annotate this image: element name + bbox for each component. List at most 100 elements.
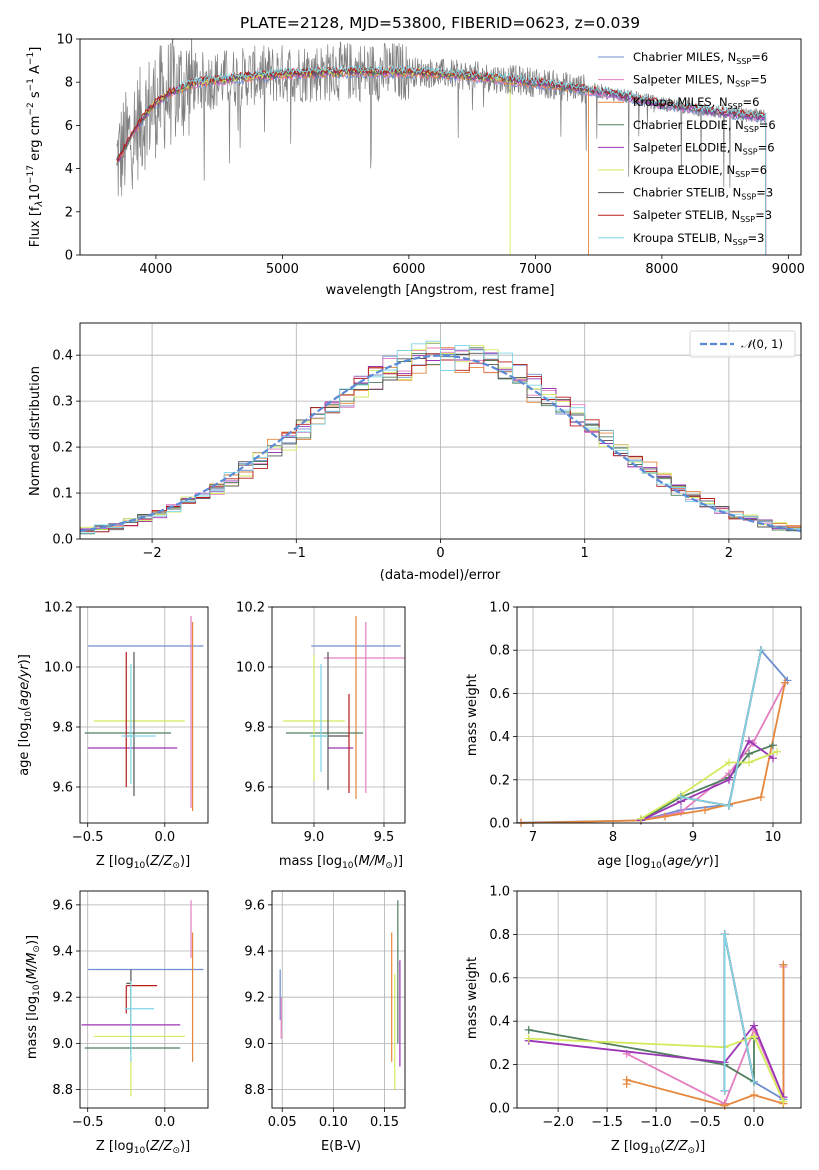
weight_vs_Z-xtick-label: −0.5	[689, 1115, 721, 1130]
weight_vs_Z-ytick-label: 0.0	[489, 1102, 510, 1117]
residuals-ytick-label: 0.1	[52, 487, 73, 502]
residuals-ytick-label: 0.4	[52, 349, 73, 364]
model-spectrum	[174, 64, 767, 255]
weight-point-marker	[781, 678, 789, 687]
weight_vs_age-ytick-label: 0.2	[489, 773, 510, 788]
residuals-xtick-label: −1	[287, 546, 306, 561]
mass-ylabel: mass [log10(M/M⊙)]	[25, 935, 42, 1059]
residuals-frame	[79, 322, 802, 540]
weight_vs_Z-ytick-label: 0.4	[489, 1015, 510, 1030]
legend-label: Salpeter MILES, NSSP=5	[633, 73, 767, 89]
weight-vs-age-ylabel: mass weight	[465, 674, 480, 756]
spectrum-xlabel: wavelength [Angstrom, rest frame]	[326, 283, 555, 298]
gaussian-curve	[79, 354, 802, 532]
spectrum-ytick-label: 10	[56, 33, 73, 48]
spectrum-frame	[79, 38, 802, 256]
weight-point-marker	[745, 758, 753, 767]
weight_vs_age-xtick-label: 7	[529, 830, 537, 845]
legend-label: Chabrier ELODIE, NSSP=6	[633, 118, 776, 134]
weight_vs_age-xtick-label: 10	[765, 830, 782, 845]
weight-point-marker	[749, 1090, 758, 1099]
residuals-xtick-label: 0	[436, 546, 444, 561]
residuals-xtick-label: 1	[581, 546, 589, 561]
age_vs_Z-xtick-label: −0.5	[72, 830, 104, 845]
mass_vs_ebv-ytick-label: 9.0	[244, 1037, 265, 1052]
mass_vs_ebv-frame	[271, 890, 406, 1109]
weight-series-line	[528, 1023, 785, 1098]
weight_vs_Z-ytick-label: 1.0	[489, 885, 510, 900]
weight-point-marker	[725, 801, 733, 810]
mass_vs_ebv-xtick-label: 0.05	[268, 1115, 297, 1130]
weight-point-marker	[769, 754, 777, 763]
weight_vs_age-ytick-label: 0.6	[489, 687, 510, 702]
residuals-ytick-label: 0.0	[52, 533, 73, 548]
age_vs_mass-xtick-label: 9.0	[304, 830, 325, 845]
weight_vs_Z-xtick-label: −1.0	[640, 1115, 672, 1130]
spectrum-ytick-label: 0	[65, 249, 73, 264]
mass_vs_Z-xtick-label: 0.0	[154, 1115, 175, 1130]
age-ylabel: age [log10(age/yr)]	[17, 654, 34, 776]
spectrum-ylabel: Flux [fλ10−17 erg cm−2 s−1 A−1]	[26, 47, 45, 248]
weight-point-marker	[524, 1034, 533, 1043]
mass_vs_ebv-xtick-label: 0.15	[370, 1115, 399, 1130]
weight_vs_Z-xtick-label: −2.0	[542, 1115, 574, 1130]
weight-point-marker	[725, 758, 733, 767]
residual-ylabel: Normed distribution	[28, 366, 43, 496]
age-vs-mass-plot: 9.0 9.5 9.6 9.8 10.0 10.2	[236, 601, 406, 845]
mass_vs_Z-ytick-label: 8.8	[52, 1083, 73, 1098]
weight-point-marker	[725, 775, 733, 784]
weight-point-marker	[773, 747, 781, 756]
weight-point-marker	[745, 749, 753, 758]
weight-point-marker	[677, 808, 685, 817]
legend-label: Salpeter STELIB, NSSP=3	[633, 208, 772, 224]
mass_vs_ebv-ytick-label: 8.8	[244, 1083, 265, 1098]
weight-series-line	[528, 1035, 785, 1102]
residual-histogram	[80, 340, 801, 534]
residuals-xtick-label: 2	[725, 546, 733, 561]
weight-point-marker	[720, 930, 729, 939]
weight-vs-age-plot: 7 8 9 10 0.0 0.2 0.4 0.6 0.8 1.0	[489, 601, 802, 845]
weight-point-marker	[701, 806, 709, 815]
weight-vs-metallicity-ylabel: mass weight	[465, 957, 480, 1039]
legend-label: Chabrier MILES, NSSP=6	[633, 50, 768, 66]
spectrum-xtick-label: 4000	[139, 262, 172, 277]
weight-series-line	[528, 1029, 755, 1084]
mass-vs-metallicity-panel: −0.5 0.0 8.8 9.0 9.2 9.4 9.6 Z [log10(Z/Z⊙)] m…	[25, 890, 209, 1156]
mass_vs_ebv-ytick-label: 9.4	[244, 945, 265, 960]
mass-vs-metallicity-xlabel: Z [log10(Z/Z⊙)]	[96, 1139, 190, 1156]
mass_vs_ebv-ytick-label: 9.6	[244, 898, 265, 913]
weight-point-marker	[749, 1021, 758, 1030]
mass_vs_Z-xtick-label: −0.5	[72, 1115, 104, 1130]
spectrum-plot: 4000 5000 6000 7000 8000 9000 0 2 4 6 8 10	[56, 33, 805, 278]
weight_vs_age-xtick-label: 9	[689, 830, 697, 845]
spectrum-ytick-label: 4	[65, 162, 73, 177]
residual-xlabel: (data-model)/error	[380, 568, 501, 583]
spectrum-ytick-label: 6	[65, 119, 73, 134]
residual-legend-box	[689, 330, 796, 358]
legend-label: Chabrier STELIB, NSSP=3	[633, 186, 773, 202]
age_vs_Z-frame	[79, 606, 209, 824]
weight-point-marker	[720, 1101, 729, 1110]
spectrum-xtick-label: 8000	[645, 262, 678, 277]
spectrum-xtick-label: 5000	[266, 262, 299, 277]
weight-vs-age-panel: 7 8 9 10 0.0 0.2 0.4 0.6 0.8 1.0 age [log10(age/y…	[465, 601, 802, 871]
mass-vs-ebv-panel: 0.05 0.10 0.15 8.8 9.0 9.2 9.4 9.6 E(B-V)	[244, 890, 406, 1154]
weight-point-marker	[661, 812, 669, 821]
weight_vs_Z-ytick-label: 0.8	[489, 928, 510, 943]
age_vs_mass-frame	[271, 606, 406, 824]
weight-vs-metallicity-panel: −2.0 −1.5 −1.0 −0.5 0.0 0.0 0.2 0.4 0.6 0.8 1.0 Z …	[465, 885, 802, 1156]
weight-point-marker	[745, 736, 753, 745]
residual-legend: 𝒩(0, 1)	[689, 330, 796, 358]
legend-label: Salpeter ELODIE, NSSP=6	[633, 140, 775, 156]
gaussian-legend-label: 𝒩(0, 1)	[741, 337, 783, 351]
weight_vs_Z-ytick-label: 0.2	[489, 1058, 510, 1073]
weight-vs-age-xlabel: age [log10(age/yr)]	[597, 854, 719, 871]
spectrum-xtick-label: 9000	[772, 262, 805, 277]
age_vs_Z-ytick-label: 10.2	[44, 601, 73, 616]
spectrum-legend: Chabrier MILES, NSSP=6 Salpeter MILES, NS…	[598, 50, 776, 247]
weight-point-marker	[720, 1086, 729, 1095]
age_vs_Z-ytick-label: 9.8	[52, 721, 73, 736]
weight-point-marker	[769, 741, 777, 750]
age-vs-metallicity-plot: −0.5 0.0 9.6 9.8 10.0 10.2	[44, 601, 209, 845]
